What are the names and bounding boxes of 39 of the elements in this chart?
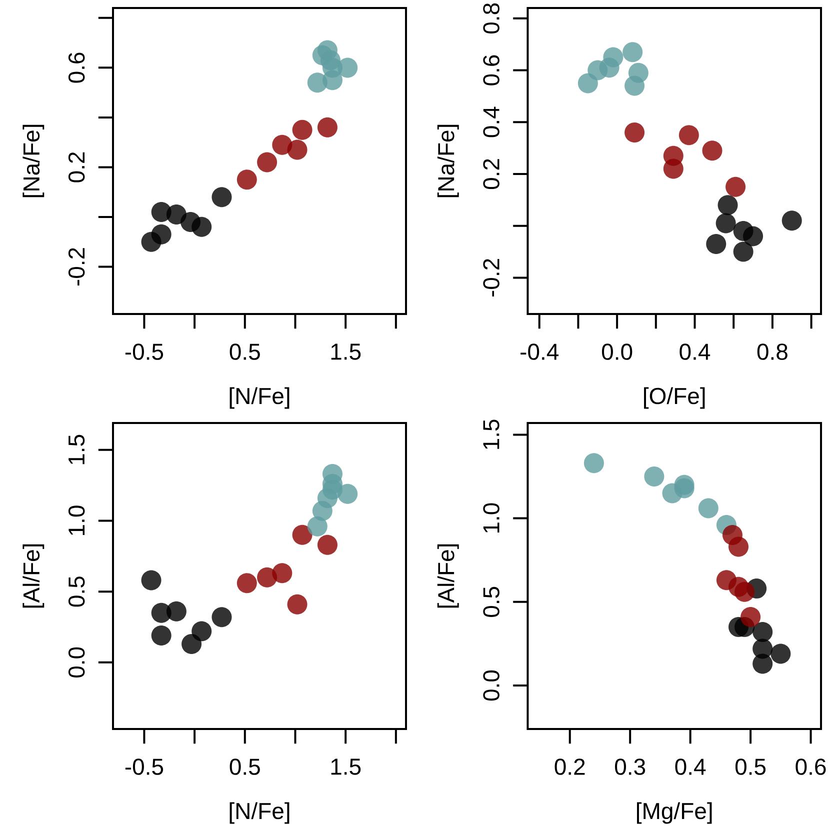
x-tick-label: 0.6 <box>796 758 826 775</box>
x-tick-label: 0.3 <box>615 758 646 775</box>
y-tick-label: 1.0 <box>68 506 85 535</box>
x-tick-label: 0.5 <box>230 344 260 360</box>
x-tick-label: 0.8 <box>757 344 788 360</box>
y-tick-label: 0.0 <box>68 647 85 678</box>
x-tick-label: 0.0 <box>602 344 632 360</box>
y-axis-title: [Na/Fe] <box>437 124 459 198</box>
x-tick-label: -0.4 <box>520 344 559 360</box>
x-tick-label: -0.5 <box>125 344 164 360</box>
x-tick-label: 0.4 <box>680 344 710 360</box>
y-tick-label: 0.6 <box>68 52 85 83</box>
y-tick-label: 0.6 <box>483 55 500 86</box>
y-tick-label: 1.5 <box>483 420 500 449</box>
y-tick-label: 0.8 <box>483 3 500 34</box>
y-axis-title: [Al/Fe] <box>437 544 459 608</box>
y-tick-label: -0.2 <box>68 248 85 286</box>
x-tick-label: 1.5 <box>331 758 361 775</box>
y-tick-label: 0.2 <box>483 159 500 190</box>
x-axis-title: [N/Fe] <box>230 802 290 824</box>
y-tick-label: 1.5 <box>68 434 85 464</box>
x-axis-title: [N/Fe] <box>230 387 290 409</box>
y-tick-label: 0.4 <box>483 106 500 138</box>
y-tick-label: 0.0 <box>483 670 500 701</box>
x-tick-label: 1.5 <box>331 344 361 360</box>
y-tick-label: -0.2 <box>483 259 500 296</box>
x-tick-label: 0.4 <box>675 758 706 775</box>
y-axis-title: [Na/Fe] <box>22 124 44 198</box>
x-axis-title: [Mg/Fe] <box>637 802 712 824</box>
y-tick-label: 0.2 <box>68 152 85 182</box>
x-tick-label: 0.5 <box>735 758 766 775</box>
y-tick-label: 0.5 <box>483 586 500 617</box>
x-tick-label: 0.5 <box>230 758 260 775</box>
y-tick-label: 1.0 <box>483 503 500 533</box>
y-tick-label: 0.5 <box>68 576 85 607</box>
y-axis-title: [Al/Fe] <box>22 544 44 608</box>
x-tick-label: -0.5 <box>125 758 164 775</box>
x-tick-label: 0.2 <box>554 758 585 775</box>
x-axis-title: [O/Fe] <box>644 387 705 409</box>
